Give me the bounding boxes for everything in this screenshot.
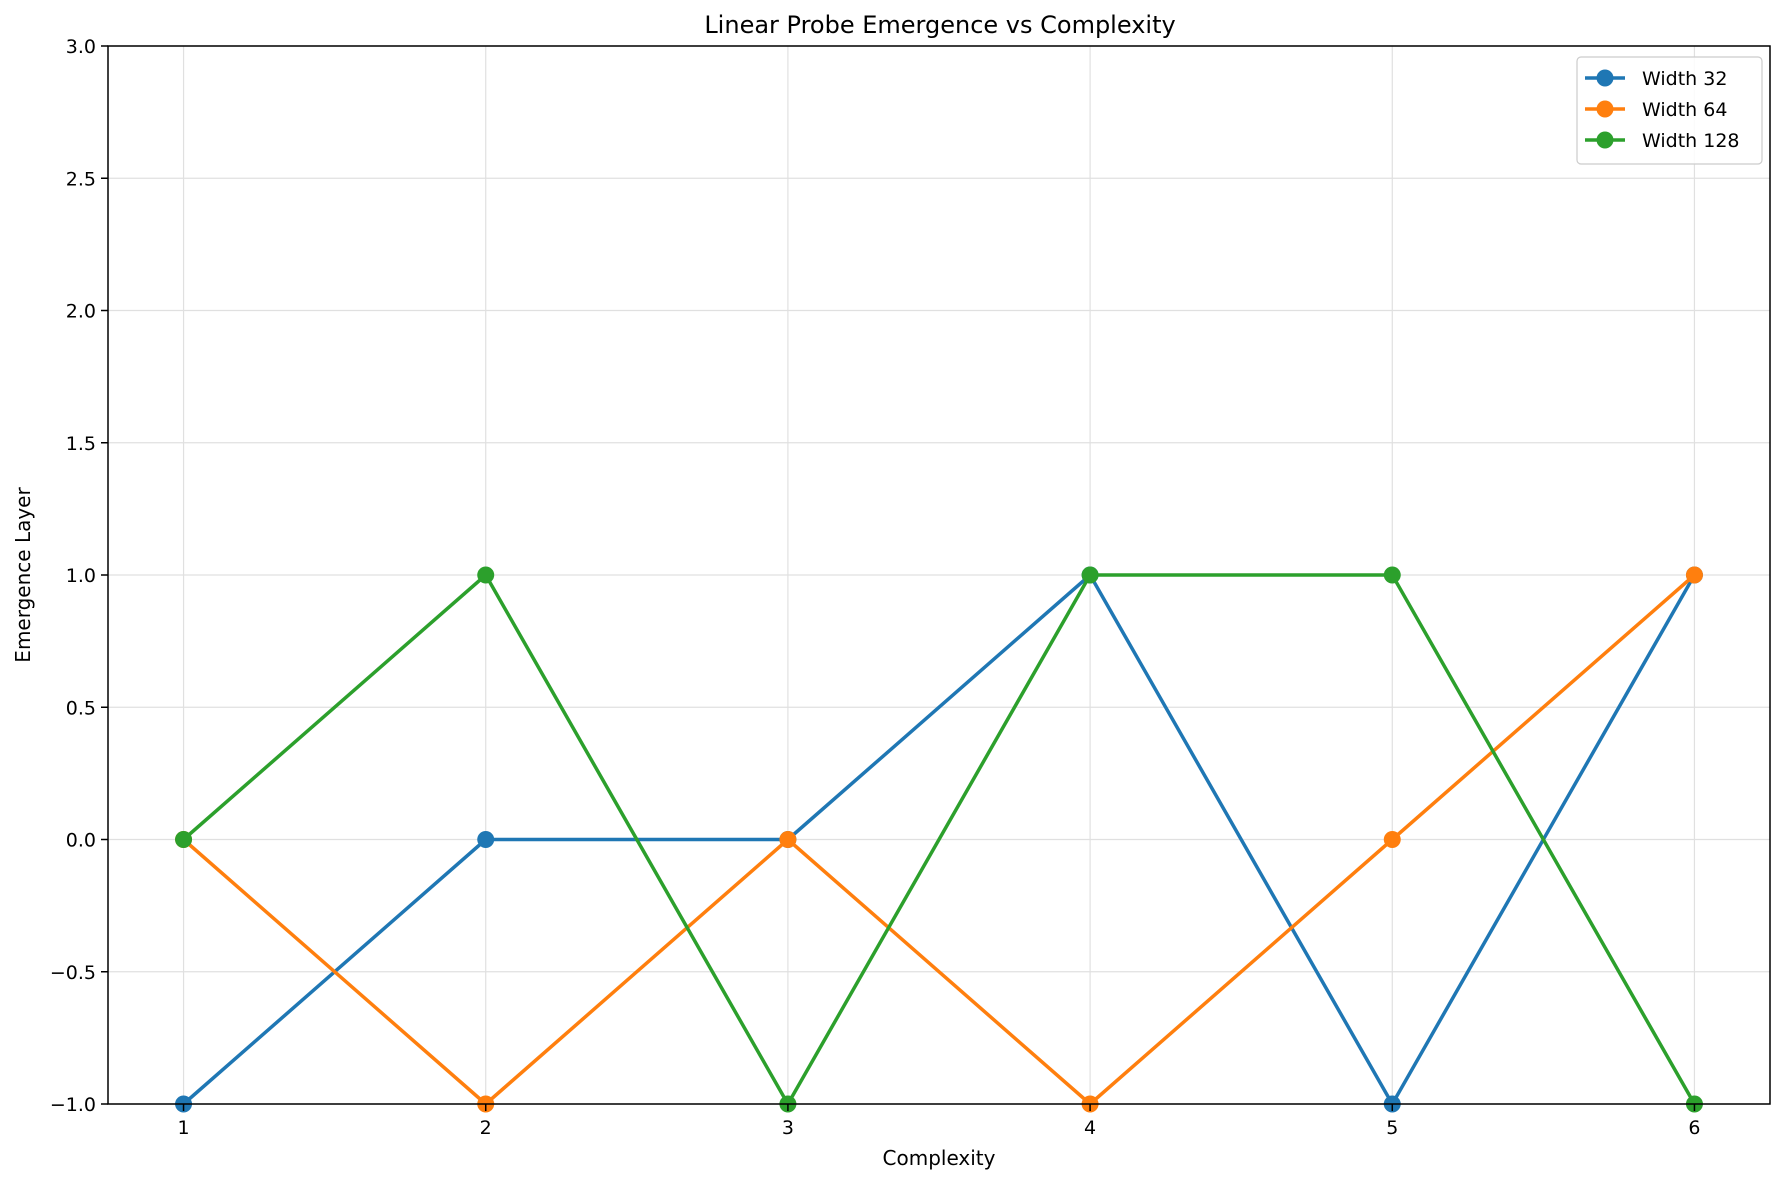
legend-label: Width 64 bbox=[1642, 99, 1727, 121]
y-tick-label: 0.5 bbox=[66, 697, 96, 719]
legend-label: Width 32 bbox=[1642, 68, 1727, 90]
y-tick-label: 1.5 bbox=[66, 433, 96, 455]
legend-entry: Width 64 bbox=[1585, 99, 1727, 121]
y-axis-label: Emergence Layer bbox=[11, 487, 35, 663]
series-line bbox=[182, 573, 1696, 1106]
data-point bbox=[1383, 831, 1401, 848]
data-point bbox=[477, 566, 495, 584]
legend-marker bbox=[1596, 100, 1614, 118]
data-point bbox=[1383, 566, 1401, 584]
data-point bbox=[175, 831, 193, 848]
x-tick-label: 3 bbox=[782, 1117, 794, 1139]
y-tick-label: 2.0 bbox=[66, 301, 96, 323]
x-tick-label: 5 bbox=[1386, 1117, 1398, 1139]
x-tick-label: 1 bbox=[177, 1117, 189, 1139]
x-tick-label: 2 bbox=[480, 1117, 492, 1139]
y-tick-label: −1.0 bbox=[50, 1094, 96, 1116]
y-axis-ticks: −1.0 −0.5 0.0 0.5 1.0 1.5 2.0 2.5 3.0 bbox=[50, 36, 108, 1116]
series-3 bbox=[175, 566, 1703, 1113]
data-point bbox=[477, 831, 495, 848]
x-axis-label: Complexity bbox=[883, 1146, 996, 1170]
data-point bbox=[779, 831, 797, 848]
series-line bbox=[182, 573, 1696, 1106]
data-point bbox=[1081, 566, 1099, 584]
y-tick-label: 3.0 bbox=[66, 36, 96, 58]
y-tick-label: 1.0 bbox=[66, 565, 96, 587]
y-tick-label: −0.5 bbox=[50, 962, 96, 984]
y-tick-label: 2.5 bbox=[66, 168, 96, 190]
grid-lines bbox=[108, 45, 1770, 1105]
series-line bbox=[182, 573, 1696, 1106]
legend-marker bbox=[1596, 69, 1614, 87]
data-point bbox=[1685, 566, 1703, 584]
legend: Width 32 Width 64 Width 128 bbox=[1576, 56, 1763, 165]
legend-entry: Width 128 bbox=[1585, 130, 1740, 152]
chart-title: Linear Probe Emergence vs Complexity bbox=[704, 11, 1175, 39]
legend-entry: Width 32 bbox=[1585, 68, 1727, 90]
legend-label: Width 128 bbox=[1642, 130, 1740, 152]
x-tick-label: 6 bbox=[1688, 1117, 1700, 1139]
legend-marker bbox=[1596, 131, 1614, 149]
legend-box bbox=[1576, 56, 1763, 165]
y-tick-label: 0.0 bbox=[66, 830, 96, 852]
x-tick-label: 4 bbox=[1084, 1117, 1096, 1139]
x-axis-ticks: 1 2 3 4 5 6 bbox=[177, 1104, 1701, 1139]
